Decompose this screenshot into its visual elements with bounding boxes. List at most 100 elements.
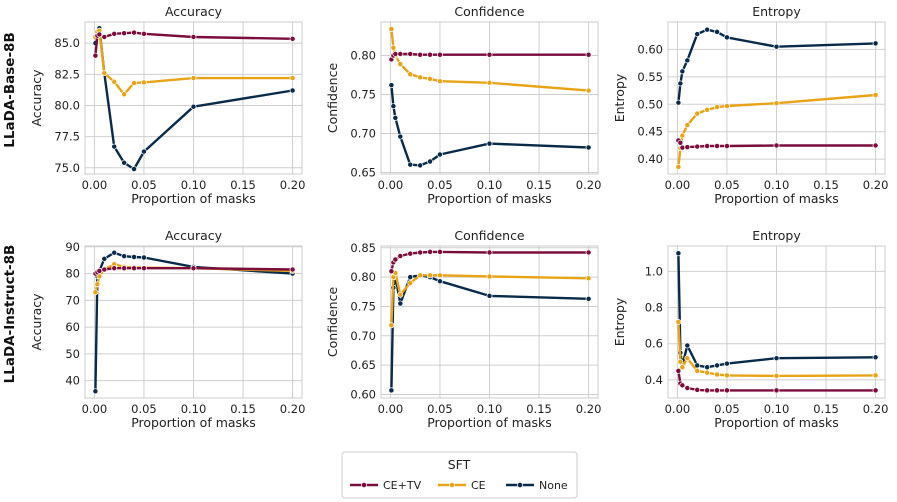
panel-title: Entropy — [752, 4, 801, 19]
x-axis-label: Proportion of masks — [427, 191, 552, 206]
panel-title: Confidence — [454, 4, 525, 19]
data-point-none — [427, 158, 433, 165]
y-tick-label: 0.45 — [637, 125, 663, 139]
x-tick-label: 0.10 — [181, 178, 207, 192]
x-tick-label: 0.15 — [526, 178, 552, 192]
x-axis-label: Proportion of masks — [714, 415, 839, 430]
data-point-ce — [388, 322, 395, 329]
x-tick-label: 0.20 — [863, 178, 889, 192]
series-group — [675, 26, 879, 170]
data-point-none — [677, 80, 684, 87]
y-tick-label: 40 — [65, 374, 80, 388]
data-point-none — [141, 148, 147, 155]
data-point-none — [388, 82, 395, 89]
plot-frame — [84, 21, 303, 175]
x-tick-label: 0.00 — [378, 178, 404, 192]
y-axis-label: Confidence — [325, 63, 340, 134]
data-point-ce-tv — [392, 256, 399, 263]
x-tick-label: 0.05 — [714, 178, 740, 192]
x-tick-label: 0.15 — [230, 402, 256, 416]
x-tick-label: 0.20 — [576, 178, 602, 192]
data-point-none — [92, 388, 99, 395]
data-point-ce-tv — [101, 266, 108, 273]
data-point-none — [724, 360, 730, 367]
data-point-ce — [872, 92, 879, 98]
x-tick-label: 0.05 — [427, 178, 453, 192]
data-point-ce — [407, 280, 414, 286]
data-point-ce — [111, 78, 118, 85]
data-point-none — [872, 354, 879, 361]
x-tick-label: 0.10 — [477, 178, 503, 192]
data-point-ce — [585, 87, 592, 94]
data-point-none — [714, 362, 720, 369]
x-axis-label: Proportion of masks — [714, 191, 839, 206]
data-point-ce-tv — [437, 51, 443, 58]
data-point-ce-tv — [704, 387, 711, 394]
panel-1-2: 0.00 0.05 0.10 0.15 0.20 0.4 0.6 0.8 1.0 Entropy P… — [612, 228, 888, 430]
data-point-ce-tv — [190, 34, 197, 40]
data-point-ce-tv — [388, 268, 395, 275]
y-axis-label: Entropy — [612, 297, 627, 346]
data-point-ce-tv — [684, 385, 691, 391]
data-point-ce-tv — [121, 30, 128, 37]
data-point-none — [390, 103, 397, 110]
panel-1-0: 0.00 0.05 0.10 0.15 0.20 40 50 60 70 80 90 Accuracy… — [29, 228, 305, 430]
y-tick-label: 0.70 — [350, 329, 376, 343]
data-point-ce — [714, 371, 720, 378]
x-tick-label: 0.15 — [813, 402, 839, 416]
data-point-ce-tv — [417, 51, 424, 58]
y-tick-label: 1.0 — [645, 264, 663, 278]
row-label-base: LLaDA-Base-8B — [2, 32, 18, 147]
data-point-ce — [94, 281, 101, 288]
x-tick-label: 0.15 — [813, 178, 839, 192]
y-tick-label: 85.0 — [54, 36, 80, 50]
data-point-ce-tv — [585, 51, 592, 58]
data-point-none — [694, 31, 701, 38]
data-point-ce-tv — [872, 387, 879, 394]
data-point-ce-tv — [694, 143, 701, 150]
data-point-ce-tv — [407, 51, 414, 57]
y-tick-label: 0.65 — [350, 358, 376, 372]
data-point-none — [704, 26, 711, 33]
plot-frame — [380, 245, 599, 399]
legend-item-ce-tv: CE+TV — [350, 479, 422, 492]
data-point-ce — [397, 61, 404, 68]
data-point-ce-tv — [724, 143, 730, 149]
x-tick-label: 0.10 — [764, 178, 790, 192]
y-tick-label: 0.65 — [350, 165, 376, 179]
y-tick-label: 70 — [65, 293, 80, 307]
panel-title: Accuracy — [165, 4, 223, 19]
data-point-ce — [714, 104, 720, 111]
data-point-ce-tv — [96, 267, 103, 274]
data-point-ce-tv — [427, 51, 433, 58]
data-point-ce — [773, 372, 780, 379]
data-point-none — [872, 40, 879, 47]
data-point-ce — [289, 75, 296, 82]
data-point-none — [773, 355, 780, 362]
data-point-none — [190, 103, 197, 110]
data-point-ce — [679, 132, 686, 139]
data-point-ce — [694, 367, 701, 374]
panels: 0.00 0.05 0.10 0.15 0.20 75.0 77.5 80.0 82.5 85.0… — [29, 4, 888, 430]
y-axis-label: Accuracy — [29, 69, 44, 127]
series-group — [388, 26, 592, 169]
y-tick-label: 0.80 — [350, 270, 376, 284]
data-point-ce-tv — [101, 34, 108, 40]
data-point-ce-tv — [427, 248, 433, 255]
data-point-ce-tv — [677, 139, 684, 146]
data-point-ce — [92, 289, 99, 296]
data-point-none — [121, 253, 128, 260]
data-point-ce — [131, 80, 137, 86]
panel-1-1: 0.00 0.05 0.10 0.15 0.20 0.60 0.65 0.70 0.75 0.80… — [325, 228, 601, 430]
data-point-none — [131, 254, 137, 260]
data-point-none — [773, 43, 780, 50]
data-point-ce-tv — [724, 387, 730, 394]
data-point-ce-tv — [392, 51, 399, 57]
data-point-ce — [427, 75, 433, 82]
data-point-ce-tv — [684, 144, 691, 151]
x-axis-label: Proportion of masks — [131, 191, 256, 206]
data-point-none — [437, 151, 443, 158]
x-tick-label: 0.00 — [378, 402, 404, 416]
data-point-ce-tv — [417, 249, 424, 256]
